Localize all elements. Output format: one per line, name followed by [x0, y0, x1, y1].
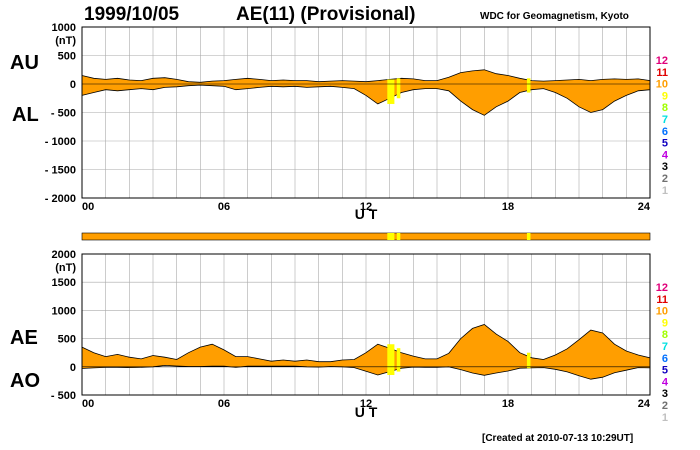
au-al-station-count-5: 5	[662, 138, 668, 150]
ae-ao-station-count-10: 10	[656, 306, 668, 318]
ae-ao-station-count-4: 4	[662, 376, 669, 388]
au-al-y-tick-label: - 1500	[45, 165, 76, 177]
ae-ao-station-count-12: 12	[656, 282, 668, 294]
station-strip-highlight	[526, 233, 531, 240]
au-al-highlight	[396, 78, 401, 99]
ae-ao-highlight	[396, 348, 401, 372]
au-al-highlight	[387, 79, 395, 104]
ae-ao-unit-label: (nT)	[55, 262, 76, 274]
ae-ao-station-count-11: 11	[656, 294, 668, 306]
au-al-station-count-4: 4	[662, 149, 669, 161]
ae-ao-y-tick-label: - 500	[51, 390, 76, 402]
ao-label: AO	[10, 370, 40, 392]
chart-title: AE(11) (Provisional)	[236, 4, 416, 25]
ae-ao-highlight	[387, 344, 395, 375]
au-al-station-count-11: 11	[656, 67, 668, 79]
au-al-station-count-10: 10	[656, 79, 668, 91]
ae-label: AE	[10, 327, 38, 349]
ae-ao-y-tick-label: 1000	[52, 305, 76, 317]
ae-ao-x-tick-label: 24	[638, 398, 651, 410]
ae-ao-station-count-6: 6	[662, 353, 668, 365]
ae-ao-y-tick-label: 2000	[52, 249, 76, 261]
ae-ao-frame	[81, 253, 651, 396]
au-al-station-count-7: 7	[662, 114, 668, 126]
au-al-station-count-12: 12	[656, 55, 668, 67]
ae-ao-station-count-2: 2	[662, 400, 668, 412]
au-al-station-count-6: 6	[662, 126, 668, 138]
au-al-x-tick-label: 06	[218, 201, 230, 213]
au-al-y-tick-label: - 2000	[45, 193, 76, 205]
au-al-station-count-3: 3	[662, 161, 668, 173]
ae-ao-y-tick-label: 0	[70, 362, 76, 374]
au-al-station-count-1: 1	[662, 185, 668, 197]
au-al-x-tick-label: 00	[82, 201, 94, 213]
ae-ao-x-tick-label: 06	[218, 398, 230, 410]
au-label: AU	[10, 52, 39, 74]
au-al-y-tick-label: 0	[70, 79, 76, 91]
au-al-unit-label: (nT)	[55, 35, 76, 47]
au-al-station-count-9: 9	[662, 90, 668, 102]
au-al-station-count-2: 2	[662, 173, 668, 185]
station-strip-highlight	[396, 233, 401, 240]
au-al-station-count-8: 8	[662, 102, 668, 114]
au-al-frame	[81, 26, 651, 199]
created-label: [Created at 2010-07-13 10:29UT]	[482, 433, 634, 444]
station-strip	[81, 232, 651, 241]
station-strip-highlight	[387, 233, 395, 240]
ae-ao-x-tick-label: 12	[360, 398, 372, 410]
au-al-x-tick-label: 18	[502, 201, 514, 213]
al-label: AL	[12, 104, 39, 126]
ae-ao-station-count-1: 1	[662, 412, 668, 424]
ae-ao-station-count-5: 5	[662, 365, 668, 377]
ae-ao-station-count-3: 3	[662, 388, 668, 400]
source-label: WDC for Geomagnetism, Kyoto	[480, 11, 629, 22]
ae-ao-station-count-8: 8	[662, 329, 668, 341]
au-al-x-tick-label: 24	[638, 201, 651, 213]
ae-ao-station-count-7: 7	[662, 341, 668, 353]
ae-ao-y-tick-label: 1500	[52, 277, 76, 289]
ae-ao-x-tick-label: 00	[82, 398, 94, 410]
ae-ao-y-tick-label: 500	[58, 334, 76, 346]
au-al-x-tick-label: 12	[360, 201, 372, 213]
au-al-y-tick-label: - 1000	[45, 136, 76, 148]
ae-ao-station-count-9: 9	[662, 317, 668, 329]
au-al-x-axis-label: U T	[355, 206, 378, 222]
ae-ao-x-axis-label: U T	[355, 404, 378, 420]
date-label: 1999/10/05	[84, 4, 180, 25]
ae-ao-x-tick-label: 18	[502, 398, 514, 410]
au-al-y-tick-label: 500	[58, 51, 76, 63]
au-al-highlight	[526, 78, 531, 93]
au-al-y-tick-label: - 500	[51, 108, 76, 120]
au-al-y-tick-label: 1000	[52, 22, 76, 34]
ae-ao-highlight	[526, 352, 531, 369]
